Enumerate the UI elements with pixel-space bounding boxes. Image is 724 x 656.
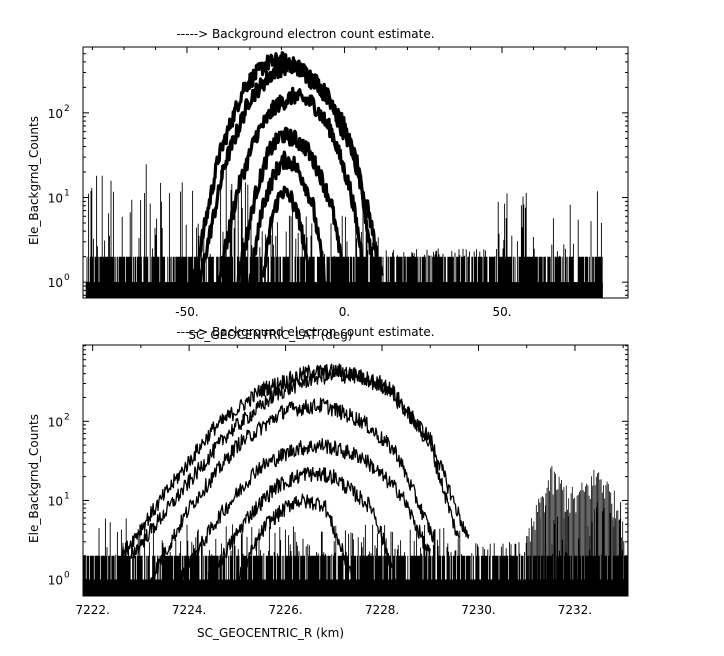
y-tick-label: 10 [48,107,63,121]
series-line-3 [236,126,347,287]
chart-title: -----> Background electron count estimat… [176,325,434,339]
y-tick-exponent: 1 [64,189,70,199]
series-line-3 [178,438,431,585]
y-tick-exponent: 0 [64,571,70,581]
y-tick-label: 10 [48,415,63,429]
axes-frame [82,344,629,597]
plot-area [83,363,628,596]
y-axis-label: Ele_Backgrnd_Counts [27,116,41,245]
series-line-1 [198,57,378,285]
x-tick-label: 7230. [461,603,495,617]
x-tick-label: 7228. [365,603,399,617]
y-tick-label: 10 [48,574,63,588]
y-tick-exponent: 2 [64,412,70,422]
x-tick-label: 7222. [75,603,109,617]
series-line-1 [130,367,460,559]
series-line-5 [261,185,312,289]
x-axis-label: SC_GEOCENTRIC_R (km) [197,626,344,640]
x-tick-label: 7224. [172,603,206,617]
plot-area [85,51,603,298]
noise-floor-band [86,282,603,298]
x-axis-label: SC_GEOCENTRIC_LAT (deg) [188,328,352,342]
x-tick-label: 50. [492,305,511,319]
x-tick-label: -50. [175,305,198,319]
y-tick-label: 10 [48,192,63,206]
y-axis-label: Ele_Backgrnd_Counts [27,414,41,543]
series-line-4 [207,466,397,582]
series-line-4 [248,150,328,287]
y-tick-label: 10 [48,494,63,508]
x-tick-label: 7226. [268,603,302,617]
chart-title: -----> Background electron count estimat… [176,27,434,41]
y-tick-label: 10 [48,276,63,290]
series-line-2 [149,397,436,582]
count-bump-0 [526,466,624,596]
series-line-2 [217,86,368,287]
x-tick-label: 7232. [558,603,592,617]
noise-floor-band [83,579,628,596]
y-tick-exponent: 1 [64,491,70,501]
y-tick-exponent: 0 [64,273,70,283]
series-line-5 [236,493,354,584]
y-tick-exponent: 2 [64,104,70,114]
x-tick-label: 0. [339,305,350,319]
